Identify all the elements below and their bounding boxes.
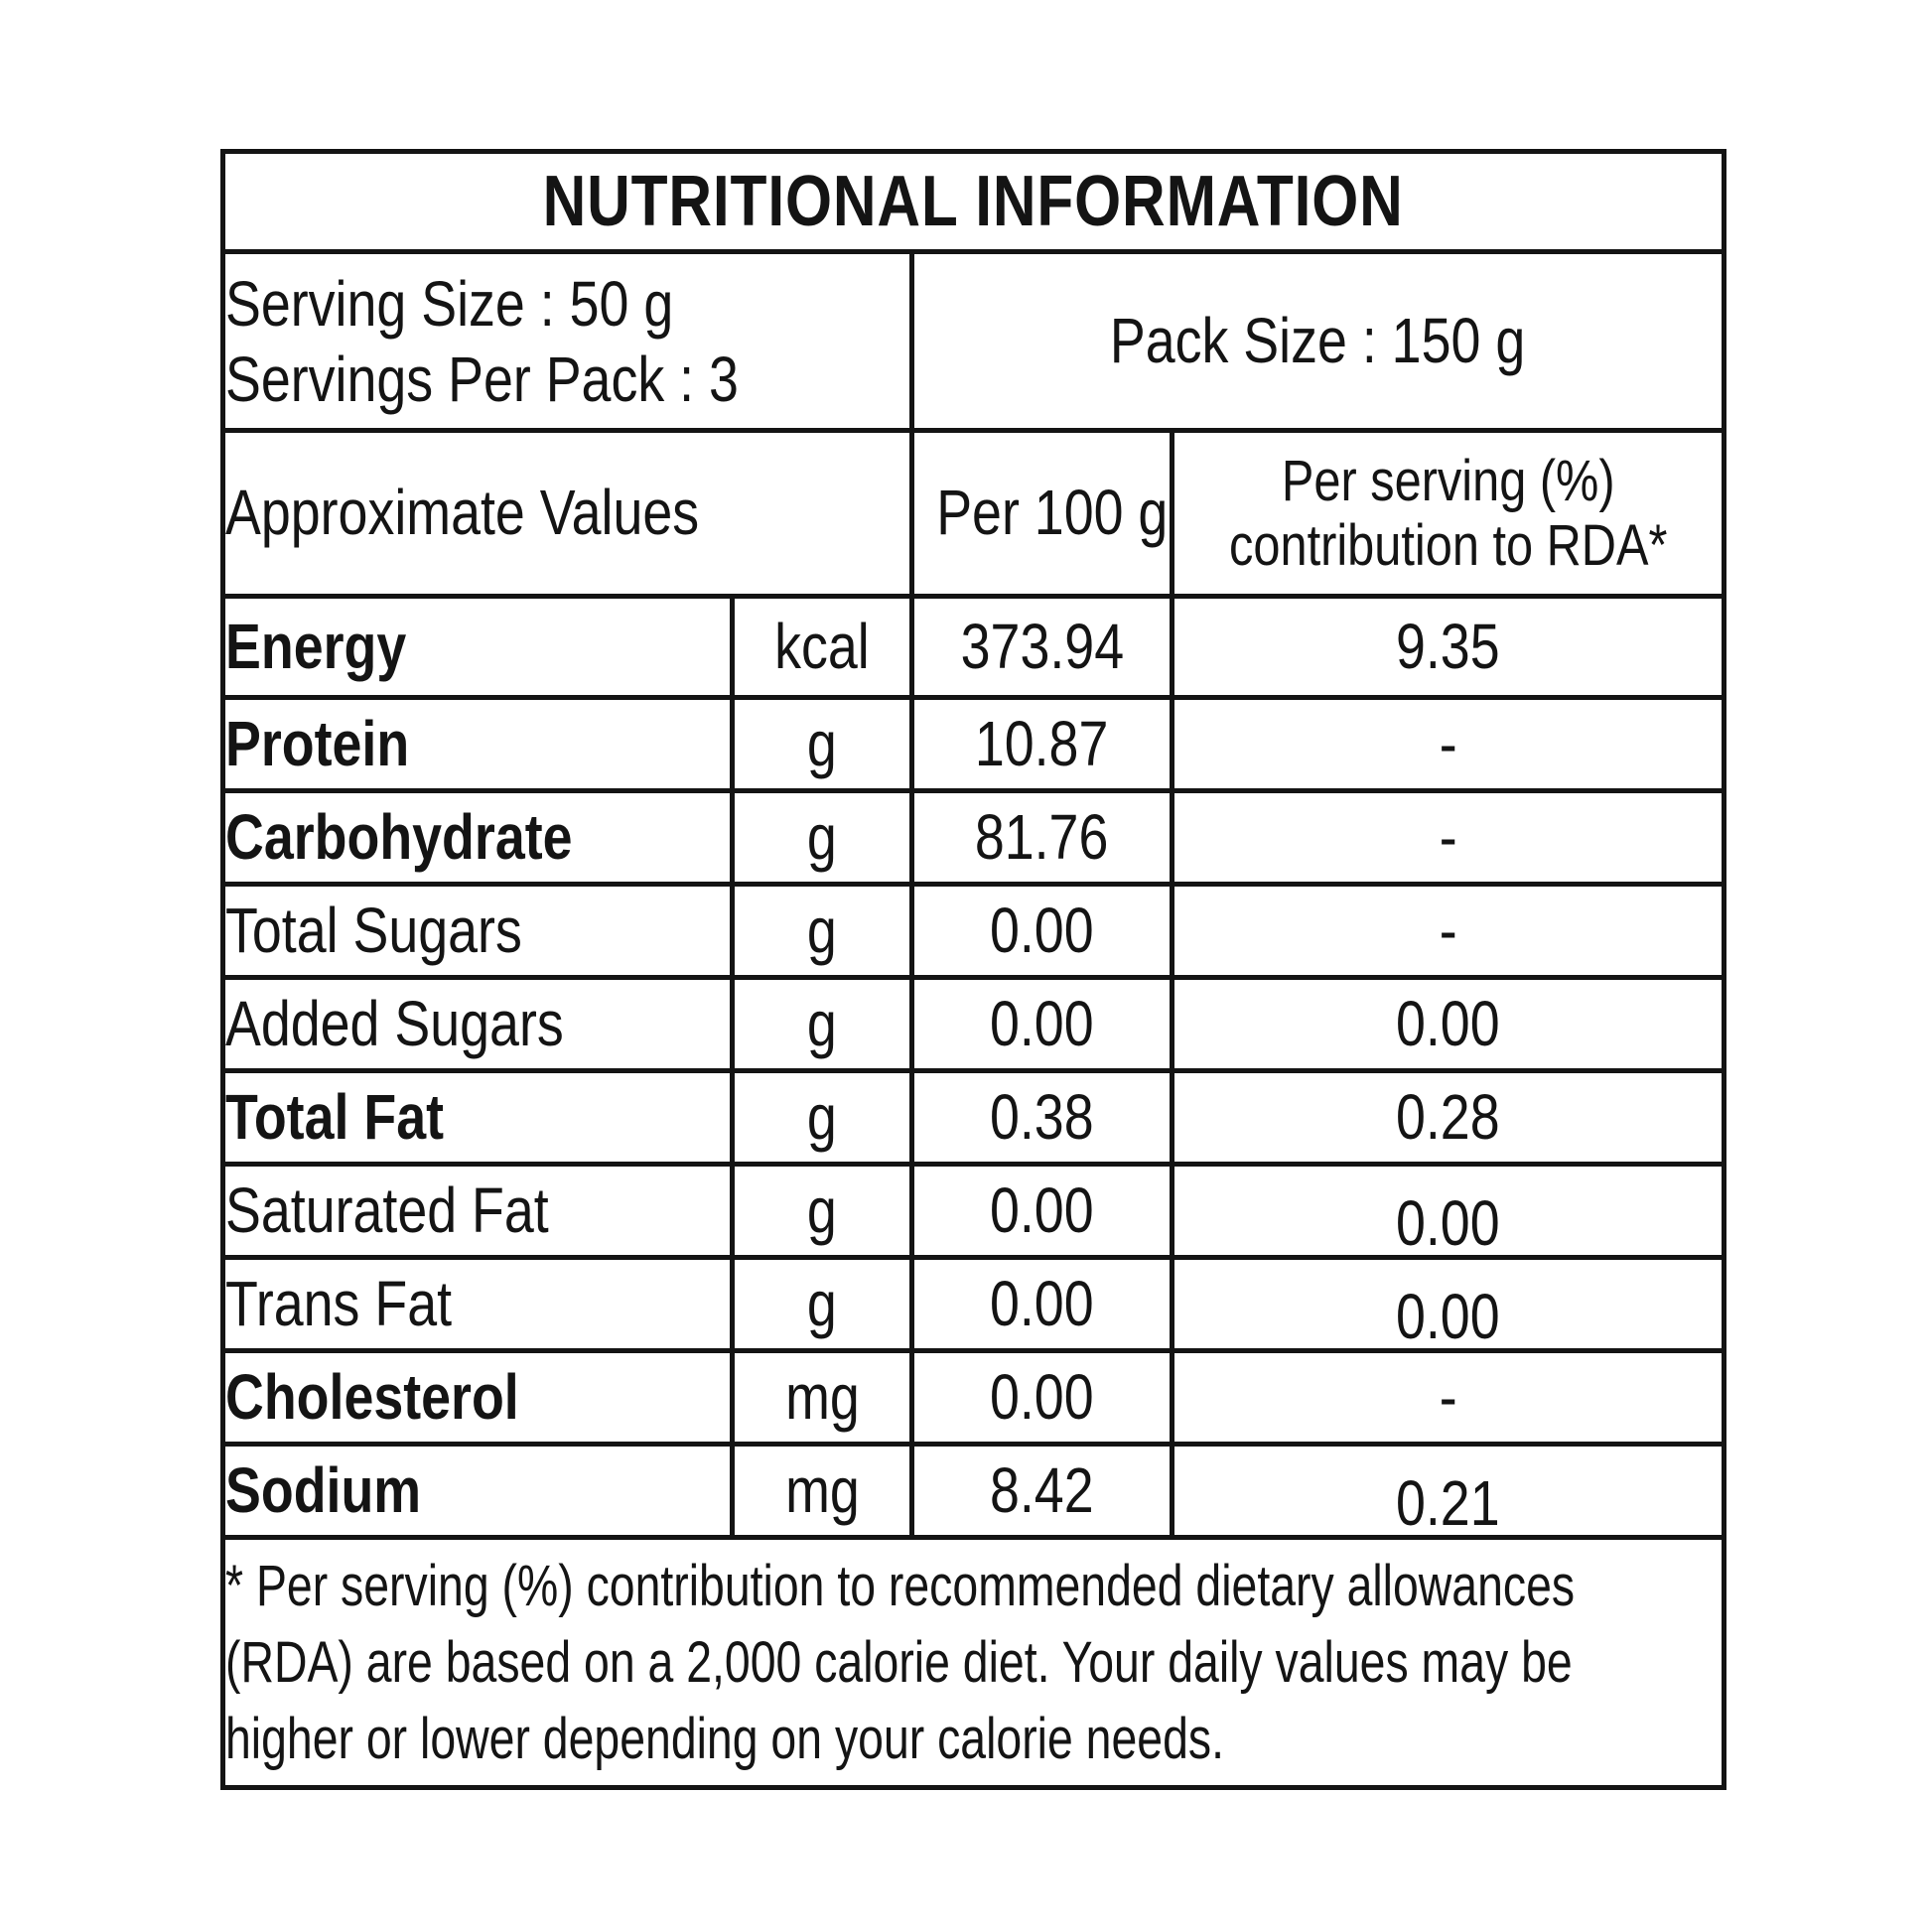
rda-value: 0.00 (1169, 975, 1727, 1073)
rda-value: 0.00 (1169, 1162, 1727, 1260)
per-100g-value: 0.00 (909, 975, 1174, 1073)
nutrient-name: Carbohydrate (220, 788, 735, 887)
nutrient-row-cholesterol: Cholesterol mg 0.00 - (220, 1348, 1727, 1447)
nutrient-unit: g (730, 788, 914, 887)
nutrient-unit: g (730, 695, 914, 793)
nutrient-name: Total Sugars (220, 882, 735, 980)
pack-size: Pack Size : 150 g (1110, 304, 1526, 376)
per-100g-value: 8.42 (909, 1442, 1174, 1540)
per-100g-value: 0.00 (909, 1255, 1174, 1353)
per-100g-value: 10.87 (909, 695, 1174, 793)
per-100g-value: 0.00 (909, 1162, 1174, 1260)
rda-value: 0.21 (1169, 1442, 1727, 1540)
serving-info-row: Serving Size : 50 g Servings Per Pack : … (220, 249, 1727, 433)
table-title-cell: NUTRITIONAL INFORMATION (219, 149, 1727, 254)
column-header-row: Approximate Values Per 100 g Per serving… (220, 428, 1727, 599)
rda-value: 0.00 (1169, 1255, 1727, 1353)
nutrient-row-saturated-fat: Saturated Fat g 0.00 0.00 (220, 1162, 1727, 1260)
nutrient-row-carbohydrate: Carbohydrate g 81.76 - (220, 788, 1727, 887)
nutrient-name: Trans Fat (220, 1255, 735, 1353)
nutrient-unit: g (730, 975, 914, 1073)
rda-value: 9.35 (1169, 594, 1727, 700)
nutrient-unit: mg (730, 1348, 914, 1447)
nutrient-row-total-sugars: Total Sugars g 0.00 - (220, 882, 1727, 980)
rda-value: - (1169, 882, 1727, 980)
title-row: NUTRITIONAL INFORMATION (219, 149, 1727, 254)
pack-size-cell: Pack Size : 150 g (908, 249, 1727, 433)
nutrient-unit: g (730, 1068, 914, 1167)
nutrient-name: Saturated Fat (220, 1162, 735, 1260)
serving-size: Serving Size : 50 g (225, 267, 674, 340)
nutrient-row-protein: Protein g 10.87 - (220, 695, 1727, 793)
per-100g-value: 81.76 (909, 788, 1174, 887)
nutrient-row-sodium: Sodium mg 8.42 0.21 (220, 1442, 1727, 1540)
nutrition-facts-table: NUTRITIONAL INFORMATION Serving Size : 5… (219, 149, 1727, 1790)
per-100g-value: 373.94 (909, 594, 1174, 700)
serving-info-cell: Serving Size : 50 g Servings Per Pack : … (220, 249, 914, 433)
nutrient-name: Cholesterol (220, 1348, 735, 1447)
nutrient-unit: g (730, 1162, 914, 1260)
nutrient-row-added-sugars: Added Sugars g 0.00 0.00 (220, 975, 1727, 1073)
nutrient-name: Added Sugars (220, 975, 735, 1073)
per-100g-header: Per 100 g (909, 428, 1174, 599)
nutrient-name: Energy (220, 594, 735, 700)
servings-per-pack: Servings Per Pack : 3 (225, 343, 739, 415)
footnote-row: * Per serving (%) contribution to recomm… (219, 1535, 1727, 1790)
nutrient-name: Total Fat (220, 1068, 735, 1167)
nutrient-row-trans-fat: Trans Fat g 0.00 0.00 (220, 1255, 1727, 1353)
rda-value: 0.28 (1169, 1068, 1727, 1167)
nutrient-row-total-fat: Total Fat g 0.38 0.28 (220, 1068, 1727, 1167)
rda-value: - (1169, 1348, 1727, 1447)
rda-footnote: * Per serving (%) contribution to recomm… (225, 1554, 1576, 1771)
per-serving-rda-header: Per serving (%) contribution to RDA* (1169, 428, 1727, 599)
nutrient-unit: g (730, 1255, 914, 1353)
nutrient-unit: kcal (730, 594, 914, 700)
nutrient-unit: g (730, 882, 914, 980)
nutrient-name: Sodium (220, 1442, 735, 1540)
per-100g-value: 0.38 (909, 1068, 1174, 1167)
rda-value: - (1169, 788, 1727, 887)
per-100g-value: 0.00 (909, 882, 1174, 980)
nutrient-row-energy: Energy kcal 373.94 9.35 (220, 594, 1727, 700)
nutrient-unit: mg (730, 1442, 914, 1540)
approximate-values-header: Approximate Values (220, 428, 914, 599)
nutrient-name: Protein (220, 695, 735, 793)
rda-value: - (1169, 695, 1727, 793)
rda-footnote-cell: * Per serving (%) contribution to recomm… (219, 1535, 1727, 1790)
table-title: NUTRITIONAL INFORMATION (542, 161, 1405, 241)
per-100g-value: 0.00 (909, 1348, 1174, 1447)
